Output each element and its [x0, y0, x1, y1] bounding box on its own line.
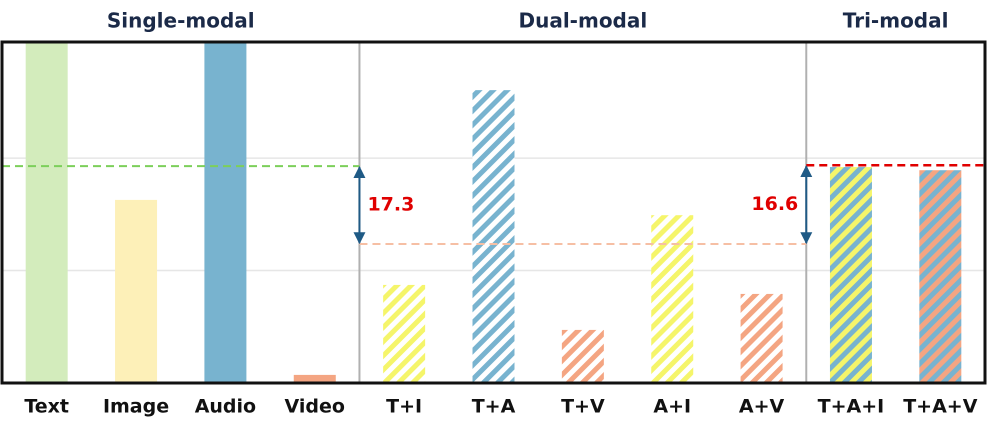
bar [383, 284, 426, 383]
bar [25, 42, 68, 383]
bar [740, 293, 783, 383]
bar [651, 215, 694, 383]
bar [293, 374, 336, 383]
group-title: Dual-modal [518, 9, 647, 33]
bar [829, 167, 872, 383]
x-tick-label: Image [103, 396, 169, 418]
group-title: Tri-modal [843, 9, 949, 33]
bar [561, 329, 604, 383]
x-tick-label: T+I [386, 396, 422, 418]
x-tick-label: Video [285, 396, 345, 418]
plot-frame [0, 40, 987, 385]
group-title: Single-modal [107, 9, 255, 33]
annotation-label: 16.6 [751, 193, 798, 215]
x-tick-label: Audio [195, 396, 256, 418]
bar [115, 199, 158, 383]
x-tick-label: T+V [561, 396, 605, 418]
bar [472, 90, 515, 383]
x-tick-label: A+I [653, 396, 691, 418]
x-tick-label: A+V [739, 396, 785, 418]
x-tick-label: T+A+V [903, 396, 978, 418]
bar [919, 170, 962, 383]
x-tick-label: T+A+I [818, 396, 885, 418]
annotation-label: 17.3 [367, 194, 414, 216]
x-tick-label: Text [24, 396, 69, 418]
x-tick-label: T+A [472, 396, 516, 418]
bar [204, 42, 247, 383]
